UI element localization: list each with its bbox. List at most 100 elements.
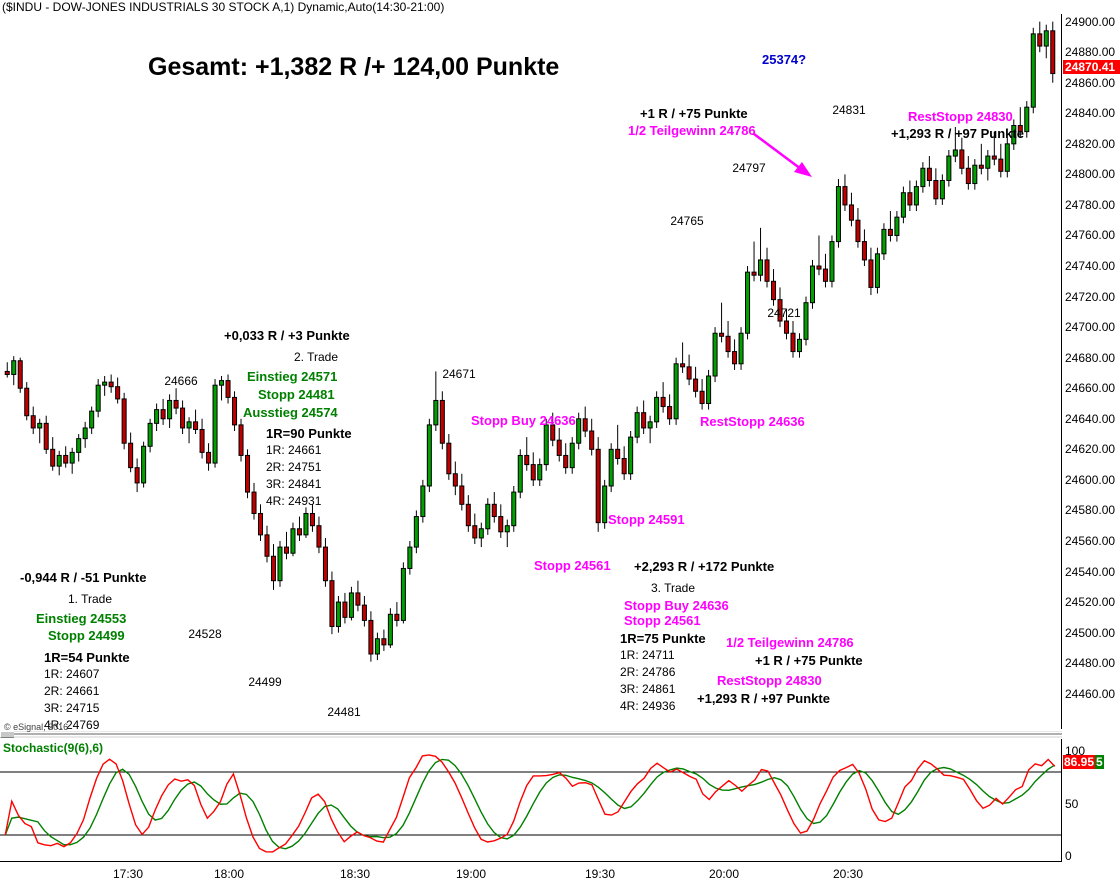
time-axis[interactable]: 17:30 18:00 18:30 19:00 19:30 20:00 20:30 xyxy=(0,863,1062,888)
trade2-result: +0,033 R / +3 Punkte xyxy=(224,328,350,343)
price-tick: 24600.00 xyxy=(1065,472,1116,487)
price-tick: 24740.00 xyxy=(1065,259,1116,274)
price-tick: 24500.00 xyxy=(1065,625,1116,640)
time-tick: 18:30 xyxy=(339,867,371,881)
price-tick: 24680.00 xyxy=(1065,350,1116,365)
candle-price-label: 24671 xyxy=(442,367,476,381)
indicator-label: Stochastic(9(6),6) xyxy=(3,741,104,755)
indicator-tick: 50 xyxy=(1065,796,1079,811)
marker-stop-buy-24636: Stopp Buy 24636 xyxy=(471,413,576,428)
marker-stop-24591: Stopp 24591 xyxy=(608,512,685,527)
price-tick: 24840.00 xyxy=(1065,106,1116,121)
trade2-entry: Einstieg 24571 xyxy=(247,369,338,384)
trade1-entry: Einstieg 24553 xyxy=(36,611,127,626)
price-tick: 24860.00 xyxy=(1065,75,1116,90)
trade2-exit: Ausstieg 24574 xyxy=(243,405,338,420)
indicator-pane[interactable] xyxy=(0,739,1062,862)
trade1-level-3r: 3R: 24715 xyxy=(44,701,100,715)
marker-partial-top: 1/2 Teilgewinn 24786 xyxy=(628,123,756,138)
trade3-rest-result: +1,293 R / +97 Punkte xyxy=(697,691,830,706)
time-tick: 19:30 xyxy=(584,867,616,881)
price-tick: 24560.00 xyxy=(1065,533,1116,548)
candlestick-svg xyxy=(4,21,1056,662)
candle-price-label: 24499 xyxy=(248,675,282,689)
price-tick: 24540.00 xyxy=(1065,564,1116,579)
candle-price-label: 24528 xyxy=(188,627,222,641)
trade3-name: 3. Trade xyxy=(651,581,696,595)
trade2-level-1r: 1R: 24661 xyxy=(266,443,322,457)
price-tick: 24700.00 xyxy=(1065,320,1116,335)
marker-rest-result-top: +1,293 R / +97 Punkte xyxy=(891,126,1024,141)
candle-price-label: 24797 xyxy=(732,161,766,175)
time-tick: 20:00 xyxy=(708,867,740,881)
candle-price-label: 24666 xyxy=(164,374,198,388)
trade2-level-3r: 3R: 24841 xyxy=(266,477,322,491)
trade3-stop: Stopp 24561 xyxy=(624,613,701,628)
teilgewinn-arrow xyxy=(753,132,812,177)
trade2-name: 2. Trade xyxy=(294,350,339,364)
candle-price-label: 24721 xyxy=(767,306,801,320)
trade1-level-4r: 4R: 24769 xyxy=(44,718,100,732)
trade2-r-unit: 1R=90 Punkte xyxy=(266,426,352,441)
pane-separator[interactable] xyxy=(0,731,1062,738)
trade1-r-unit: 1R=54 Punkte xyxy=(44,650,130,665)
indicator-tick: 0 xyxy=(1065,849,1072,863)
time-tick: 17:30 xyxy=(112,867,144,881)
chart-title-bar: ($INDU - DOW-JONES INDUSTRIALS 30 STOCK … xyxy=(2,0,445,14)
price-tick: 24780.00 xyxy=(1065,197,1116,212)
trade1-level-1r: 1R: 24607 xyxy=(44,667,100,681)
price-tick: 24880.00 xyxy=(1065,45,1116,60)
price-tick: 24720.00 xyxy=(1065,289,1116,304)
trade3-partial: 1/2 Teilgewinn 24786 xyxy=(726,635,854,650)
trade3-result: +2,293 R / +172 Punkte xyxy=(634,559,775,574)
stochastic-d-value: 5 xyxy=(1095,755,1104,769)
marker-partial-result-top: +1 R / +75 Punkte xyxy=(640,106,748,121)
last-price-badge: 24870.41 xyxy=(1063,59,1120,74)
trade3-level-2r: 2R: 24786 xyxy=(620,665,676,679)
stochastic-svg xyxy=(0,754,1062,853)
headline-total: Gesamt: +1,382 R /+ 124,00 Punkte xyxy=(148,53,560,81)
trade3-level-1r: 1R: 24711 xyxy=(620,648,675,662)
trade2-stop: Stopp 24481 xyxy=(258,387,335,402)
trade3-rest-stop: RestStopp 24830 xyxy=(717,673,822,688)
candle-price-label: 24831 xyxy=(832,103,866,117)
price-tick: 24800.00 xyxy=(1065,167,1116,182)
price-tick: 24820.00 xyxy=(1065,136,1116,151)
candle-price-label: 24765 xyxy=(670,214,704,228)
pane-separator-handle[interactable] xyxy=(0,731,14,738)
marker-stop-24561: Stopp 24561 xyxy=(534,558,611,573)
price-tick: 24760.00 xyxy=(1065,228,1116,243)
trade1-level-2r: 2R: 24661 xyxy=(44,684,100,698)
trade3-stop-buy: Stopp Buy 24636 xyxy=(624,598,729,613)
time-tick: 19:00 xyxy=(455,867,487,881)
trade1-stop: Stopp 24499 xyxy=(48,628,125,643)
candle-price-label: 24481 xyxy=(327,705,361,719)
time-tick: 20:30 xyxy=(832,867,864,881)
price-tick: 24480.00 xyxy=(1065,656,1116,671)
price-chart-pane[interactable] xyxy=(0,14,1062,729)
trade1-name: 1. Trade xyxy=(68,592,113,606)
trade3-level-4r: 4R: 24936 xyxy=(620,699,676,713)
price-tick: 24640.00 xyxy=(1065,411,1116,426)
indicator-last-values: 86.95 5 xyxy=(1063,755,1104,770)
trade2-level-2r: 2R: 24751 xyxy=(266,460,322,474)
price-tick: 24580.00 xyxy=(1065,503,1116,518)
trade3-r-unit: 1R=75 Punkte xyxy=(620,631,706,646)
marker-target-question: 25374? xyxy=(762,52,807,67)
stochastic-k-value: 86.95 xyxy=(1063,755,1096,769)
marker-rest-stop-top: RestStopp 24830 xyxy=(908,109,1013,124)
price-tick: 24460.00 xyxy=(1065,686,1116,701)
trade1-result: -0,944 R / -51 Punkte xyxy=(20,570,147,585)
indicator-tick: 100 xyxy=(1065,744,1086,758)
price-tick: 24900.00 xyxy=(1065,14,1116,29)
price-tick: 24520.00 xyxy=(1065,595,1116,610)
copyright-notice: © eSignal, 2016 xyxy=(4,722,69,732)
marker-rest-stop-24636: RestStopp 24636 xyxy=(700,414,805,429)
time-tick: 18:00 xyxy=(213,867,245,881)
price-tick: 24620.00 xyxy=(1065,442,1116,457)
trade2-level-4r: 4R: 24931 xyxy=(266,494,322,508)
price-axis[interactable]: 24900.00 24880.00 24860.00 24840.00 24820.00… xyxy=(1063,14,1120,729)
trade3-partial-result: +1 R / +75 Punkte xyxy=(755,653,863,668)
trade3-level-3r: 3R: 24861 xyxy=(620,682,676,696)
